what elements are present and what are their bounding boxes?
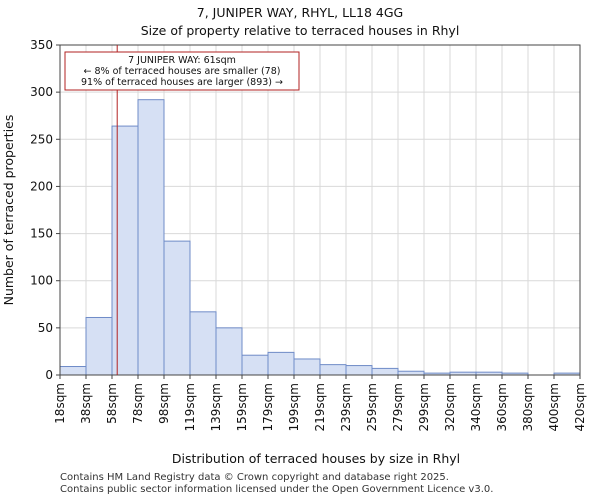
x-tick-label-179sqm: 179sqm (261, 383, 275, 431)
x-tick-label-38sqm: 38sqm (79, 383, 93, 424)
bar-58sqm (111, 125, 139, 376)
bar-78sqm (137, 99, 165, 376)
footer-copyright: Contains HM Land Registry data © Crown c… (60, 472, 449, 483)
annotation-line-larger: 91% of terraced houses are larger (893) … (81, 77, 283, 88)
bar-219sqm (319, 364, 347, 376)
x-tick-label-420sqm: 420sqm (573, 383, 587, 431)
bar-199sqm (293, 358, 321, 376)
x-tick-label-18sqm: 18sqm (53, 383, 67, 424)
chart-title: 7, JUNIPER WAY, RHYL, LL18 4GG (197, 5, 403, 20)
x-tick-label-219sqm: 219sqm (313, 383, 327, 431)
x-tick-label-400sqm: 400sqm (547, 383, 561, 431)
x-tick-label-159sqm: 159sqm (235, 383, 249, 431)
bar-139sqm (215, 327, 243, 376)
y-tick-label-150: 150 (30, 227, 53, 241)
chart-subtitle: Size of property relative to terraced ho… (141, 23, 460, 38)
bar-239sqm (345, 365, 373, 376)
x-tick-label-78sqm: 78sqm (131, 383, 145, 424)
bar-38sqm (85, 316, 113, 376)
y-tick-label-100: 100 (30, 274, 53, 288)
x-tick-label-58sqm: 58sqm (105, 383, 119, 424)
annotation-line-smaller: ← 8% of terraced houses are smaller (78) (84, 66, 281, 77)
x-tick-label-199sqm: 199sqm (287, 383, 301, 431)
y-tick-label-200: 200 (30, 179, 53, 193)
x-axis-label: Distribution of terraced houses by size … (172, 451, 460, 466)
y-tick-label-300: 300 (30, 85, 53, 99)
x-axis-ticks: 18sqm 38sqm 58sqm 78sqm 98sqm 119sqm 139sqm 159… (53, 375, 587, 431)
x-tick-label-360sqm: 360sqm (495, 383, 509, 431)
y-axis-label: Number of terraced properties (1, 115, 16, 306)
x-tick-label-98sqm: 98sqm (157, 383, 171, 424)
property-annotation: 7 JUNIPER WAY: 61sqm ← 8% of terraced ho… (64, 51, 300, 91)
bar-98sqm (163, 240, 191, 376)
x-tick-label-279sqm: 279sqm (391, 383, 405, 431)
footer-licence: Contains public sector information licen… (60, 484, 494, 495)
x-tick-label-320sqm: 320sqm (443, 383, 457, 431)
x-tick-label-299sqm: 299sqm (417, 383, 431, 431)
y-tick-label-50: 50 (38, 321, 53, 335)
bar-259sqm (371, 367, 399, 376)
y-axis-ticks: 0 50 100 150 200 250 300 350 (30, 38, 60, 382)
bar-179sqm (267, 351, 295, 376)
x-tick-label-119sqm: 119sqm (183, 383, 197, 431)
x-tick-label-340sqm: 340sqm (469, 383, 483, 431)
x-tick-label-380sqm: 380sqm (521, 383, 535, 431)
x-tick-label-259sqm: 259sqm (365, 383, 379, 431)
x-tick-label-239sqm: 239sqm (339, 383, 353, 431)
bar-18sqm (59, 366, 87, 376)
bars (59, 99, 581, 376)
bar-119sqm (189, 311, 217, 376)
y-tick-label-0: 0 (45, 368, 53, 382)
annotation-box (64, 51, 300, 91)
bar-279sqm (397, 370, 425, 376)
x-tick-label-139sqm: 139sqm (209, 383, 223, 431)
annotation-line-title: 7 JUNIPER WAY: 61sqm (128, 55, 236, 66)
bar-159sqm (241, 354, 269, 376)
y-tick-label-350: 350 (30, 38, 53, 52)
y-tick-label-250: 250 (30, 132, 53, 146)
